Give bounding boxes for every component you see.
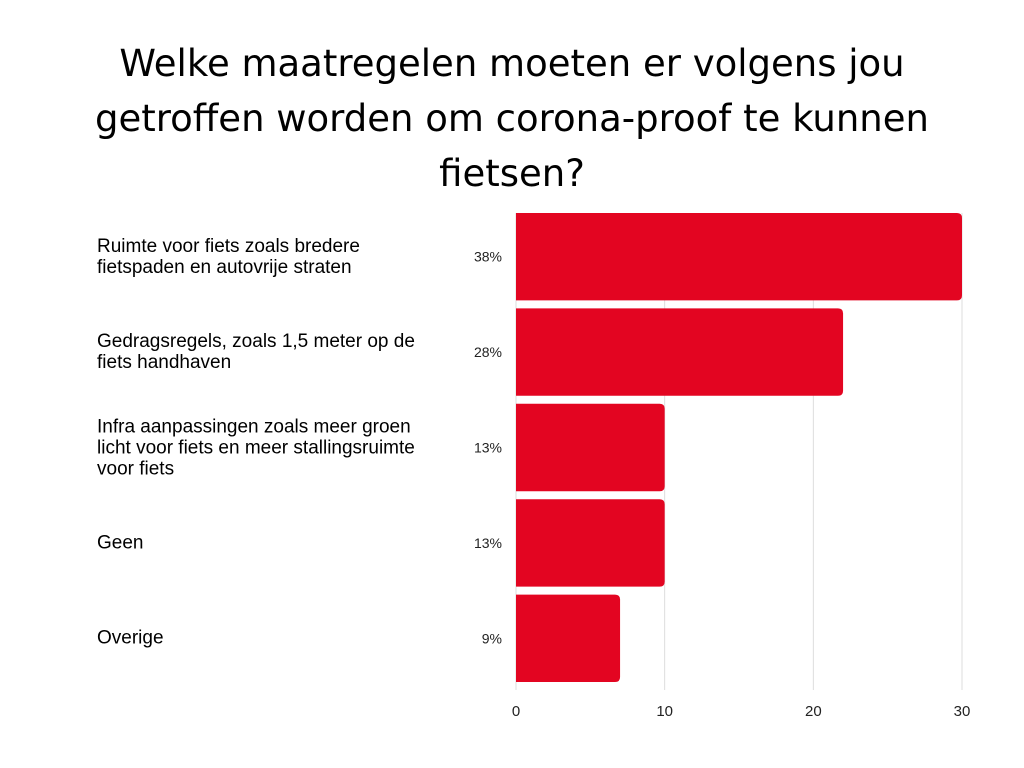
bar — [516, 308, 844, 396]
chart-title: Welke maatregelen moeten er volgens jou … — [95, 42, 929, 195]
x-tick-label: 30 — [954, 703, 971, 720]
data-label: 38% — [474, 249, 502, 265]
category-label: Infra aanpassingen zoals meer groen lich… — [97, 416, 415, 479]
data-label: 9% — [482, 630, 502, 646]
bar — [516, 594, 621, 682]
category-label: Geen — [97, 532, 144, 554]
bar — [516, 403, 665, 492]
data-label: 28% — [474, 344, 502, 360]
bar — [516, 499, 665, 587]
bar — [516, 213, 962, 301]
x-tick-label: 0 — [512, 703, 520, 720]
data-label: 13% — [474, 535, 502, 551]
category-label: Overige — [97, 627, 164, 649]
category-label: Gedragsregels, zoals 1,5 meter op de fie… — [97, 331, 415, 374]
data-label: 13% — [474, 440, 502, 456]
x-tick-label: 20 — [805, 703, 822, 720]
category-label: Ruimte voor fiets zoals bredere fietspad… — [97, 235, 360, 278]
x-tick-label: 10 — [656, 703, 673, 720]
